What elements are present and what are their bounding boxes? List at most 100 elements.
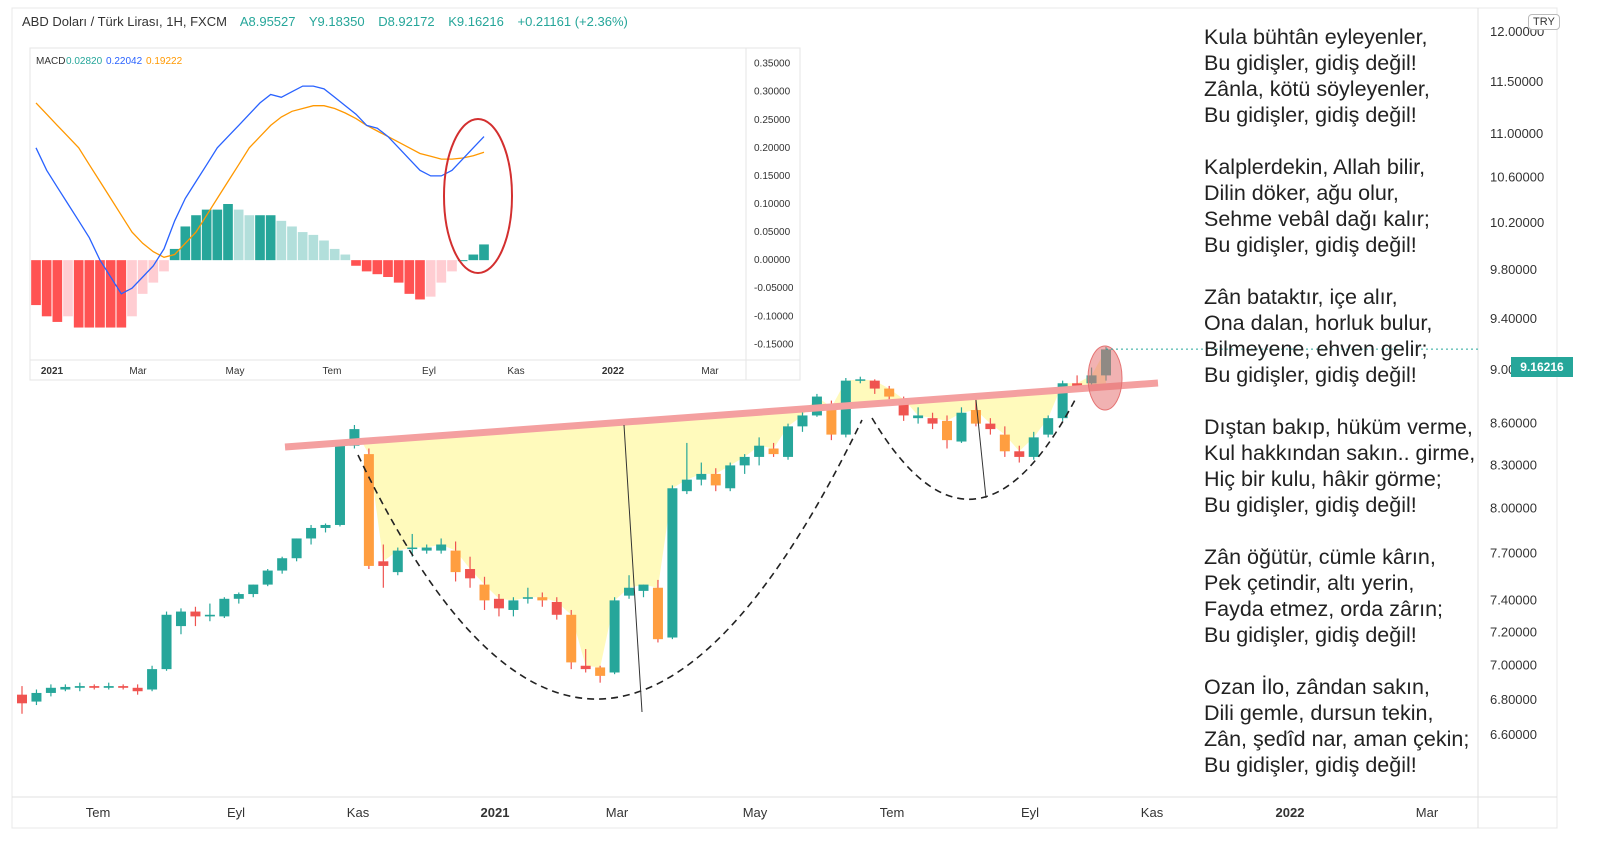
poem-line: Bu gidişler, gidiş değil! [1204, 753, 1417, 777]
macd-histogram-bar [297, 232, 308, 261]
macd-tick-label: 0.25000 [754, 115, 791, 126]
price-tick-label: 7.00000 [1490, 658, 1537, 673]
cup-arc [357, 419, 863, 700]
candle-body [537, 597, 548, 601]
macd-legend-value: 0.02820 [66, 56, 103, 67]
candle-body [233, 594, 244, 599]
macd-tick-label: 0.20000 [754, 143, 791, 154]
time-tick-label: Eyl [227, 805, 245, 820]
macd-tick-label: -0.10000 [754, 311, 794, 322]
candle-body [913, 415, 924, 419]
candle-body [1043, 418, 1054, 435]
macd-histogram-bar [372, 260, 383, 275]
handle-arc [871, 397, 1077, 501]
macd-highlight-circle [443, 118, 513, 274]
candle-body [450, 550, 461, 573]
candle-body [161, 614, 172, 670]
candle-body [681, 479, 692, 492]
price-tick-label: 8.60000 [1490, 416, 1537, 431]
price-tick-label: 10.20000 [1490, 215, 1544, 230]
macd-signal-line [35, 102, 485, 258]
macd-histogram-bar [361, 260, 372, 272]
candle-body [754, 445, 765, 457]
macd-histogram-bar [31, 260, 41, 306]
candle-body [175, 611, 186, 627]
macd-histogram-bar [73, 260, 84, 328]
price-tick-label: 9.80000 [1490, 262, 1537, 277]
macd-histogram-bar [41, 260, 52, 317]
candle-body [248, 584, 259, 595]
candle-body [768, 448, 779, 455]
macd-time-label: Eyl [422, 366, 436, 377]
candle-body [696, 473, 707, 480]
last-price-tag: 9.16216 [1511, 357, 1573, 377]
poem-line: Hiç bir kulu, hâkir görme; [1204, 467, 1442, 491]
candle-body [378, 561, 389, 566]
time-tick-label: May [743, 805, 768, 820]
price-tick-label: 6.60000 [1490, 727, 1537, 742]
macd-tick-label: 0.35000 [754, 59, 791, 70]
chart-header: ABD Doları / Türk Lirası, 1H, FXCM A8.95… [22, 14, 638, 29]
poem-line: Pek çetindir, altı yerin, [1204, 571, 1415, 595]
candle-body [826, 407, 837, 435]
candle-body [407, 547, 418, 550]
macd-legend: MACD [36, 56, 65, 67]
time-tick-label: Tem [86, 805, 111, 820]
price-tick-label: 7.20000 [1490, 625, 1537, 640]
candle-body [277, 558, 288, 571]
candle-body [291, 538, 302, 559]
candle-body [927, 418, 938, 424]
handle-center-line [975, 399, 987, 499]
poem-line: Fayda etmez, orda zârın; [1204, 597, 1443, 621]
candle-body [739, 456, 750, 466]
time-tick-label: Eyl [1021, 805, 1039, 820]
macd-histogram-bar [393, 260, 404, 283]
macd-tick-label: 0.30000 [754, 87, 791, 98]
symbol-title[interactable]: ABD Doları / Türk Lirası, 1H, FXCM [22, 14, 227, 29]
candle-body [884, 388, 895, 397]
candle-body [1057, 383, 1068, 419]
macd-histogram-bar [265, 215, 276, 261]
macd-legend-value: 0.22042 [106, 56, 143, 67]
macd-histogram-bar [479, 244, 489, 261]
candle-body [190, 611, 201, 617]
candle-body [624, 587, 635, 596]
macd-time-label: Tem [323, 366, 342, 377]
candle-body [421, 547, 432, 551]
poem-stanza: Zân öğütür, cümle kârın, Pek çetindir, al… [1204, 544, 1514, 648]
macd-histogram-bar [95, 260, 105, 328]
poem-line: Kul hakkından sakın.. girme, [1204, 441, 1476, 465]
candle-body [31, 692, 42, 702]
time-tick-label: 2021 [481, 805, 510, 820]
candle-body [465, 569, 476, 579]
poem-line: Dili gemle, dursun tekin, [1204, 701, 1434, 725]
price-tick-label: 10.60000 [1490, 170, 1544, 185]
candle-body [334, 445, 345, 525]
currency-badge[interactable]: TRY [1528, 14, 1560, 30]
macd-histogram-bar [351, 260, 361, 266]
poem-stanza: Kalplerdekin, Allah bilir, Dilin döker, a… [1204, 154, 1514, 258]
candle-body [147, 669, 158, 690]
macd-histogram-bar [105, 260, 116, 328]
price-tick-label: 6.80000 [1490, 692, 1537, 707]
macd-tick-label: 0.15000 [754, 171, 791, 182]
macd-histogram-bar [329, 248, 340, 261]
macd-histogram-bar [415, 260, 425, 300]
candle-body [783, 426, 794, 457]
price-tick-label: 11.00000 [1490, 126, 1543, 141]
poem-line: Sehme vebâl dağı kalır; [1204, 207, 1430, 231]
candle-body [1072, 383, 1083, 386]
candle-body [60, 686, 71, 690]
candle-body [580, 665, 591, 670]
time-tick-label: Kas [347, 805, 370, 820]
macd-histogram-bar [223, 204, 233, 261]
macd-histogram-bar [148, 260, 159, 283]
candle-body [985, 423, 996, 430]
macd-histogram-bar [84, 260, 95, 328]
chart-frame [11, 7, 1558, 829]
time-tick-label: Kas [1141, 805, 1164, 820]
poem-line: Ona dalan, horluk bulur, [1204, 311, 1433, 335]
candle-body [118, 686, 129, 688]
macd-histogram-bar [404, 260, 415, 294]
